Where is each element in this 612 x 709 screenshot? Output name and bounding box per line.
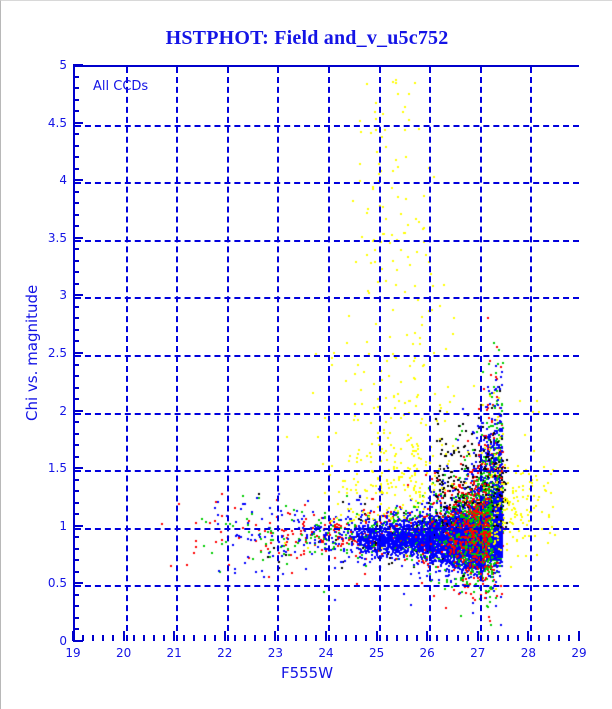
y-tick-label: 1.5 <box>47 461 67 476</box>
y-tick-label: 4.5 <box>47 115 67 130</box>
x-tick-label: 25 <box>368 646 385 660</box>
y-tick-label: 3.5 <box>47 230 67 245</box>
x-axis-tick-labels: 19 20 21 22 23 24 25 26 27 28 29 <box>1 646 612 666</box>
y-axis-tick-labels: 0 0.5 1 1.5 2 2.5 3 3.5 4 4.5 5 <box>1 58 612 648</box>
x-tick-label: 24 <box>318 646 334 660</box>
x-tick-label: 26 <box>419 646 435 660</box>
page-title: HSTPHOT: Field and_v_u5c752 <box>165 27 449 49</box>
x-tick-label: 22 <box>217 646 233 660</box>
x-tick-label: 23 <box>267 646 284 660</box>
x-tick-label: 21 <box>166 646 182 660</box>
x-tick-label: 19 <box>65 646 81 660</box>
y-tick-label: 5 <box>59 58 67 72</box>
x-tick-label: 29 <box>571 646 587 660</box>
y-tick-label: 0.5 <box>47 576 67 591</box>
y-tick-label: 4 <box>59 173 67 188</box>
y-tick-label: 0 <box>59 634 67 648</box>
x-tick-label: 20 <box>115 646 132 660</box>
y-tick-label: 3 <box>59 288 67 303</box>
scatter-points-canvas <box>75 67 579 641</box>
x-axis-title: F555W <box>280 664 334 682</box>
plot-annotation: All CCDs <box>93 79 149 94</box>
x-tick-label: 27 <box>470 646 486 660</box>
y-tick-label: 2.5 <box>47 346 67 360</box>
x-tick-label: 28 <box>520 646 537 660</box>
y-tick-label: 2 <box>59 403 67 418</box>
y-tick-label: 1 <box>59 518 67 533</box>
y-axis-title: Chi vs. magnitude <box>23 284 41 421</box>
